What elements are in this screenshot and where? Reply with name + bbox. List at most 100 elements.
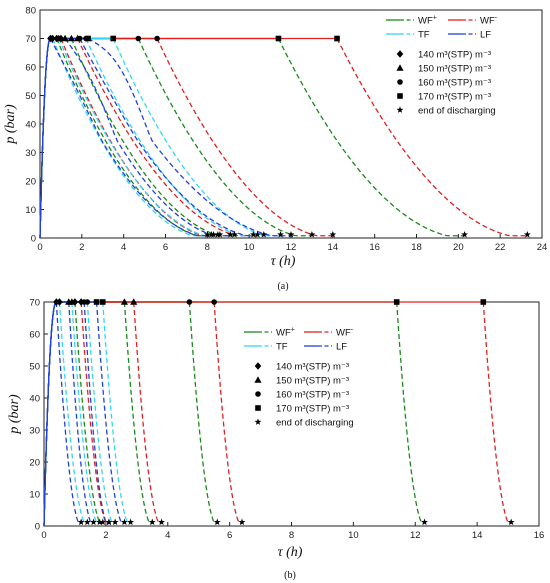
- panel-a-x-tick-label: 18: [411, 242, 422, 253]
- panel-a-WF+-discharge-line: [56, 38, 212, 237]
- panel-a-legend-WF--label: WF-: [480, 15, 498, 27]
- panel-b-LF-triangle-marker: [65, 298, 73, 305]
- panel-a-x-tick-label: 20: [453, 242, 464, 253]
- panel-a-y-tick-label: 40: [25, 120, 36, 131]
- panel-b-TF-charge-line: [43, 301, 57, 527]
- panel-b-x-tick-label: 12: [410, 530, 421, 541]
- panel-a-y-tick-label: 80: [25, 6, 36, 17]
- panel-a-WF--end-star-marker: [249, 230, 257, 238]
- panel-b-WF+-end-star-marker: [148, 518, 156, 526]
- panel-b-legend-WF--label: WF-: [336, 327, 354, 339]
- panel-b-LF-discharge-line: [55, 301, 82, 525]
- panel-b-LF-end-star-marker: [121, 518, 128, 526]
- panel-b-legend-circle-label: 160 m³(STP) m⁻³: [276, 390, 349, 401]
- panel-b-TF-discharge-line: [58, 301, 88, 525]
- panel-b-legend-WF+-label: WF+: [276, 327, 295, 339]
- panel-a-legend-diamond-marker: [396, 50, 404, 58]
- panel-a-LF-square-marker: [85, 35, 91, 42]
- panel-a-WF+-end-star-marker: [308, 230, 316, 238]
- panel-b-WF--charge-line: [43, 301, 57, 527]
- panel-b-TF-discharge-line: [102, 301, 131, 525]
- panel-a-WF--charge-line: [39, 38, 51, 239]
- panel-a-WF--charge-line: [39, 38, 51, 239]
- panel-a-LF-charge-line: [39, 38, 51, 239]
- panel-b-LF-discharge-line: [95, 301, 125, 525]
- panel-b-legend-LF-label: LF: [336, 342, 347, 353]
- panel-a-legend-WF+-label: WF+: [418, 15, 437, 27]
- panel-a-frame: [39, 9, 543, 239]
- panel-a-TF-charge-line: [39, 38, 51, 239]
- panel-b-legend-diamond-marker: [254, 362, 262, 370]
- panel-a-WF--end-star-marker: [329, 230, 337, 238]
- panel-b-y-tick-label: 50: [29, 362, 40, 373]
- panel-b-WF+-discharge-line: [123, 301, 153, 525]
- panel-b-LF-charge-line: [43, 301, 57, 527]
- panel-a-legend-triangle-label: 150 m³(STP) m⁻³: [418, 64, 491, 75]
- panel-b-axes: 0 2 4 6 8 10 12 14 16 0 10 20 30 40 50 60 70: [29, 298, 544, 542]
- panel-b-WF--charge-line: [43, 301, 57, 527]
- panel-b-legend-TF-label: TF: [276, 342, 288, 353]
- panel-b-WF+-end-star-marker: [213, 518, 221, 526]
- panel-b-LF-charge-line: [43, 301, 57, 527]
- panel-b-legend: WF+ WF- TF LF 140 m³(STP) m⁻³ 150 m³(STP) m⁻³…: [244, 327, 354, 429]
- panel-a-LF-discharge-line: [79, 38, 264, 237]
- panel-a-markers: [47, 34, 531, 238]
- panel-b-y-tick-label: 10: [29, 490, 40, 501]
- panel-b-legend-star-label: end of discharging: [276, 418, 354, 429]
- panel-b-WF--end-star-marker: [507, 518, 515, 526]
- panel-b-TF-end-star-marker: [83, 518, 91, 526]
- panel-b-WF--charge-line: [43, 301, 57, 527]
- panel-b-WF--end-star-marker: [238, 518, 246, 526]
- panel-b-WF--square-marker: [480, 299, 487, 305]
- panel-b-caption: (b): [284, 570, 296, 581]
- panel-b-LF-discharge-line: [68, 301, 94, 525]
- panel-a-y-tick-label: 50: [25, 91, 36, 102]
- panel-b-y-tick-label: 70: [29, 298, 40, 309]
- panel-a-WF--charge-line: [39, 38, 51, 239]
- panel-b-WF--discharge-line: [133, 301, 162, 525]
- panel-a-legend-star-marker: [396, 106, 404, 113]
- panel-a-legend-circle-label: 160 m³(STP) m⁻³: [418, 78, 491, 89]
- panel-a-curves: [39, 37, 528, 239]
- panel-a-caption: (a): [277, 281, 288, 292]
- panel-a-x-tick-label: 2: [79, 242, 84, 253]
- panel-b-LF-circle-marker: [81, 299, 88, 305]
- panel-a-TF-square-marker: [110, 35, 117, 42]
- panel-b-WF+-triangle-marker: [120, 298, 129, 305]
- panel-b-WF+-circle-marker: [186, 299, 193, 305]
- panel-a-x-tick-label: 12: [286, 242, 297, 253]
- panel-a-legend-diamond-label: 140 m³(STP) m⁻³: [418, 50, 491, 61]
- panel-b-y-axis-label: p (bar): [7, 394, 22, 435]
- panel-a-TF-charge-line: [39, 38, 51, 239]
- panel-b-TF-charge-line: [43, 301, 57, 527]
- panel-a-legend-triangle-marker: [396, 64, 404, 71]
- panel-b-markers: [53, 298, 515, 526]
- panel-b-LF-square-marker: [93, 299, 100, 305]
- panel-a-LF-end-star-marker: [226, 230, 234, 238]
- panel-b-LF-charge-line: [43, 301, 57, 527]
- panel-a-legend-LF-label: LF: [480, 30, 491, 41]
- panel-a-x-tick-label: 24: [537, 242, 548, 253]
- panel-b-y-tick-label: 40: [29, 394, 40, 405]
- panel-a-x-tick-label: 16: [369, 242, 380, 253]
- panel-b-WF+-end-star-marker: [99, 518, 107, 526]
- panel-b-WF--charge-line: [43, 301, 57, 527]
- panel-b-WF--triangle-marker: [130, 298, 138, 305]
- panel-b-x-tick-label: 6: [227, 530, 232, 541]
- panel-b-WF+-charge-line: [43, 301, 57, 527]
- panel-a-x-tick-label: 14: [328, 242, 339, 253]
- panel-a-TF-end-star-marker: [203, 230, 211, 238]
- panel-b-legend-square-label: 170 m³(STP) m⁻³: [276, 404, 349, 415]
- panel-b-TF-end-star-marker: [111, 518, 119, 526]
- panel-b-WF+-discharge-line: [74, 301, 103, 525]
- panel-a-LF-end-star-marker: [210, 230, 218, 238]
- panel-a-LF-charge-line: [39, 38, 51, 239]
- panel-a-y-tick-label: 10: [25, 205, 36, 216]
- panel-a-WF+-charge-line: [39, 38, 51, 239]
- panel-a-LF-discharge-line: [87, 37, 291, 237]
- panel-a-x-tick-label: 0: [37, 242, 42, 253]
- panel-a-WF--circle-marker: [154, 35, 160, 42]
